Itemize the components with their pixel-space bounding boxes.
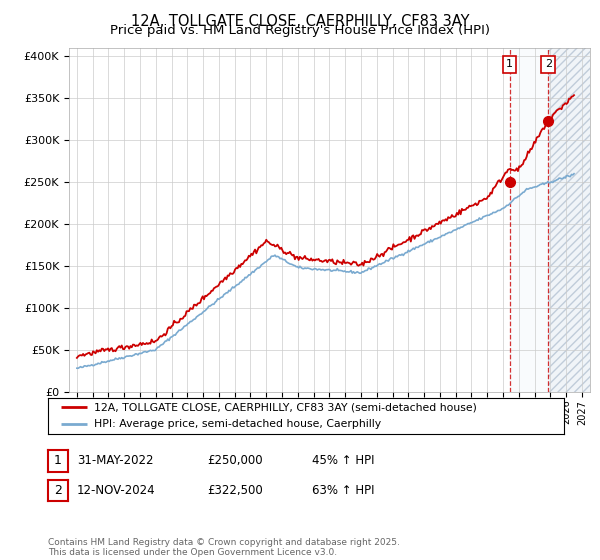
Bar	[509, 48, 548, 392]
Text: £322,500: £322,500	[207, 484, 263, 497]
Text: 12A, TOLLGATE CLOSE, CAERPHILLY, CF83 3AY (semi-detached house): 12A, TOLLGATE CLOSE, CAERPHILLY, CF83 3A…	[94, 403, 478, 412]
Text: £250,000: £250,000	[207, 454, 263, 468]
Text: HPI: Average price, semi-detached house, Caerphilly: HPI: Average price, semi-detached house,…	[94, 419, 382, 429]
Text: 2: 2	[54, 484, 62, 497]
Text: 45% ↑ HPI: 45% ↑ HPI	[312, 454, 374, 468]
Text: 12A, TOLLGATE CLOSE, CAERPHILLY, CF83 3AY: 12A, TOLLGATE CLOSE, CAERPHILLY, CF83 3A…	[131, 14, 469, 29]
Text: 31-MAY-2022: 31-MAY-2022	[77, 454, 154, 468]
Text: Contains HM Land Registry data © Crown copyright and database right 2025.
This d: Contains HM Land Registry data © Crown c…	[48, 538, 400, 557]
Bar	[548, 48, 590, 392]
Text: Price paid vs. HM Land Registry's House Price Index (HPI): Price paid vs. HM Land Registry's House …	[110, 24, 490, 37]
Text: 2: 2	[545, 59, 552, 69]
Text: 63% ↑ HPI: 63% ↑ HPI	[312, 484, 374, 497]
Text: 1: 1	[54, 454, 62, 468]
Text: 12-NOV-2024: 12-NOV-2024	[77, 484, 155, 497]
Text: 1: 1	[506, 59, 513, 69]
